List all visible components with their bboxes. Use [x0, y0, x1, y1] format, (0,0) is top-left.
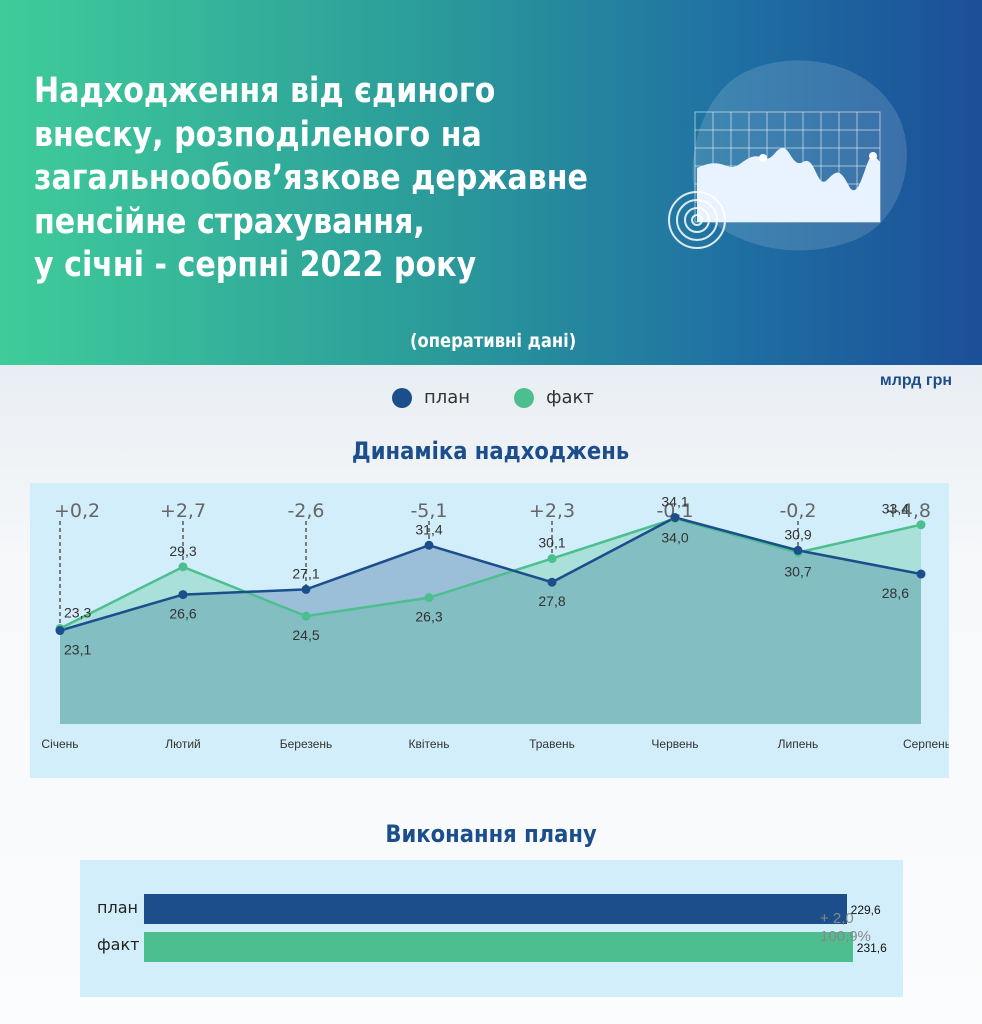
difference-label: -0,2 — [779, 500, 816, 522]
unit-label: млрд грн — [879, 372, 952, 389]
difference-label: +4,8 — [885, 500, 931, 522]
data-label-plan: 30,9 — [784, 526, 811, 542]
bar-label-plan: план — [97, 898, 138, 917]
difference-label: -2,6 — [287, 500, 324, 522]
percent-value: 100,9% — [820, 928, 871, 945]
chart-title-text: Динаміка надходжень — [352, 437, 630, 465]
title-line: пенсійне страхування, — [34, 201, 425, 242]
data-label-fact: 34,0 — [661, 530, 688, 546]
x-tick-label: Січень — [41, 737, 78, 751]
data-point-plan — [424, 540, 434, 550]
area-fact — [60, 518, 921, 724]
area-plan — [60, 517, 921, 724]
plan-difference: + 2,0 100,9% — [820, 910, 871, 946]
chart-title: Динаміка надходжень — [0, 437, 982, 465]
bar-value-fact: 231,6 — [856, 941, 887, 955]
bar-chart-title: Виконання плану — [0, 820, 982, 848]
data-label-fact: 23,3 — [64, 604, 91, 620]
difference-label: -0,1 — [656, 500, 693, 522]
title-line: внеску, розподіленого на — [34, 114, 482, 155]
data-label-plan: 31,4 — [415, 521, 442, 537]
x-tick-label: Серпень — [903, 737, 949, 751]
x-tick-label: Травень — [529, 737, 575, 751]
title-line: загальнообов’язкове державне — [34, 158, 588, 198]
data-point-plan — [178, 590, 188, 600]
data-label-fact: 24,5 — [292, 627, 319, 643]
x-tick-label: Березень — [280, 737, 333, 751]
data-label-fact: 33,4 — [882, 501, 909, 517]
x-tick-label: Червень — [651, 737, 698, 751]
difference-label: -5,1 — [410, 500, 447, 522]
page-subtitle: (оперативні дані) — [410, 330, 577, 352]
bar-plan — [144, 894, 847, 924]
header-banner: Надходження від єдиного внеску, розподіл… — [0, 0, 982, 365]
data-point-fact — [178, 562, 188, 572]
data-label-plan: 23,1 — [64, 642, 91, 658]
title-line: Надходження від єдиного — [34, 71, 496, 111]
data-point-plan — [670, 513, 680, 523]
data-label-plan: 27,8 — [538, 593, 565, 609]
data-point-plan — [55, 626, 65, 636]
legend-label-plan: план — [424, 387, 471, 408]
bar-fact — [144, 932, 853, 962]
bar-value-plan: 229,6 — [850, 903, 881, 917]
bar-chart-panel: план 229,6 факт 231,6 — [80, 860, 903, 997]
data-label-plan: 26,6 — [169, 606, 196, 622]
x-tick-label: Квітень — [409, 737, 450, 751]
data-point-plan — [547, 577, 557, 587]
data-label-fact: 29,3 — [169, 543, 196, 559]
legend-item-fact: факт — [514, 387, 594, 408]
difference-label: +2,7 — [160, 500, 206, 522]
legend: план факт — [392, 387, 628, 408]
legend-dot-fact — [514, 387, 535, 408]
page-title: Надходження від єдиного внеску, розподіл… — [34, 70, 588, 288]
line-chart: +0,2 +2,7 -2,6 -5,1 +2,3 -0,1 -0,2 +4,8 23,1 26,6… — [41, 494, 949, 751]
data-point-plan — [301, 584, 311, 594]
difference-value: + 2,0 — [820, 910, 854, 927]
data-point-fact — [916, 520, 926, 530]
data-point-fact — [424, 593, 434, 603]
data-point-plan — [916, 569, 926, 579]
data-label-fact: 30,7 — [784, 563, 811, 579]
series-line-plan — [59, 516, 922, 632]
legend-label-fact: факт — [546, 387, 594, 408]
data-point-fact — [547, 554, 557, 564]
chart-illustration-icon — [668, 60, 907, 251]
data-label-fact: 30,1 — [538, 535, 565, 551]
legend-item-plan: план — [392, 387, 470, 408]
line-chart-panel: +0,2 +2,7 -2,6 -5,1 +2,3 -0,1 -0,2 +4,8 23,1 26,6… — [30, 483, 949, 778]
bar-chart-title-text: Виконання плану — [385, 820, 597, 848]
data-label-fact: 26,3 — [415, 609, 442, 625]
data-label-plan: 34,1 — [661, 494, 688, 510]
data-label-plan: 28,6 — [882, 585, 909, 601]
difference-label: +0,2 — [54, 500, 100, 522]
x-tick-label: Лютий — [165, 737, 201, 751]
data-label-plan: 27,1 — [292, 565, 319, 581]
legend-dot-plan — [392, 387, 412, 408]
difference-label: +2,3 — [529, 500, 575, 522]
x-tick-label: Липень — [778, 737, 819, 751]
series-line-fact — [59, 517, 922, 630]
data-point-fact — [301, 611, 311, 621]
title-line: у січні - серпні 2022 року — [34, 245, 477, 285]
bar-label-fact: факт — [97, 935, 140, 954]
data-point-plan — [793, 545, 803, 555]
